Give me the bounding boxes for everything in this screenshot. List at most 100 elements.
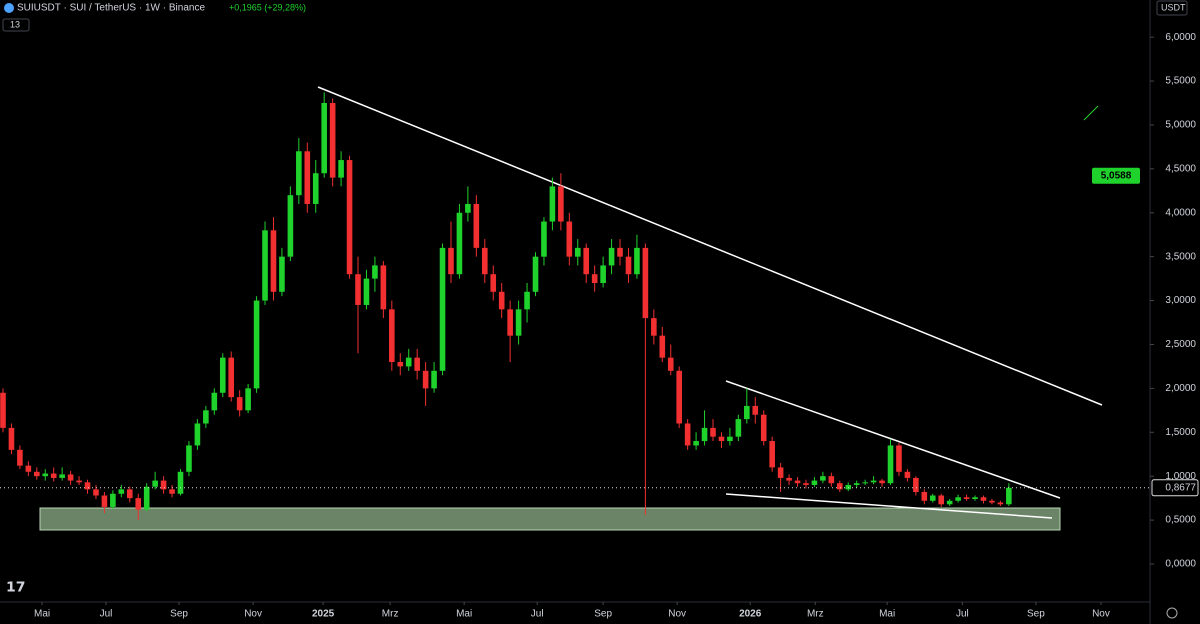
x-tick-label: Nov: [668, 609, 686, 620]
y-tick-label: 5,5000: [1165, 76, 1196, 87]
candle-body: [465, 203, 471, 213]
price-change: +0,1965 (+29,28%): [229, 2, 306, 12]
candle-body: [566, 221, 573, 257]
candle-body: [879, 480, 885, 484]
x-tick-label: Sep: [1027, 609, 1045, 620]
candle-body: [828, 476, 835, 484]
candle-body: [929, 495, 936, 501]
currency: USDT: [1161, 2, 1186, 12]
settings-icon[interactable]: [1166, 607, 1178, 619]
candle-body: [862, 482, 868, 484]
x-tick-label: 2026: [739, 609, 762, 620]
candle-body: [203, 410, 209, 424]
y-tick-label: 5,0000: [1165, 120, 1196, 131]
candle-body: [752, 405, 759, 415]
candle-body: [803, 483, 809, 485]
candle-body: [515, 309, 522, 336]
candle-body: [321, 102, 327, 174]
symbol-title: SUIUSDT · SUI / TetherUS · 1W · Binance: [17, 3, 205, 14]
candle-body: [253, 300, 260, 389]
candle-body: [50, 473, 57, 478]
candle-body: [287, 195, 294, 257]
candle-body: [507, 309, 513, 336]
indicator-toggle[interactable]: [2, 18, 30, 32]
candle-body: [346, 160, 353, 275]
candle-body: [355, 274, 361, 305]
candle-body: [980, 497, 987, 501]
target-pointer: [1083, 105, 1099, 121]
y-tick-label: 0,0000: [1165, 559, 1196, 570]
candle-body: [236, 397, 243, 411]
candle-body: [997, 502, 1004, 505]
x-tick-label: Sep: [594, 609, 612, 620]
x-tick-label: 2025: [312, 609, 335, 620]
candle-body: [17, 449, 23, 466]
candle-body: [608, 247, 615, 266]
candle-body: [25, 465, 32, 472]
target-label: 5,0588: [1101, 170, 1132, 181]
candle-body: [245, 388, 251, 411]
candle-body: [718, 436, 725, 442]
candle-body: [727, 436, 733, 442]
candle-body: [380, 265, 387, 310]
candle-body: [625, 256, 632, 275]
trend-line: [725, 493, 1053, 519]
candle-body: [634, 247, 640, 275]
logo: 𝟭𝟳: [6, 579, 25, 595]
x-tick-label: Mai: [456, 609, 472, 620]
candle-body: [110, 493, 116, 507]
candle-body: [329, 102, 336, 178]
candle-body: [820, 476, 826, 481]
candle-body: [186, 445, 192, 472]
candle-body: [262, 230, 268, 301]
candle-body: [600, 265, 606, 283]
candle-body: [397, 362, 404, 367]
support-zone: [39, 507, 1061, 531]
y-tick-label: 1,5000: [1165, 427, 1196, 438]
x-tick-label: Jul: [100, 609, 113, 620]
candle-body: [456, 212, 463, 275]
candle-body: [794, 480, 801, 484]
candle-body: [701, 427, 708, 442]
candle-body: [870, 480, 877, 483]
candle-body: [389, 309, 395, 363]
candle-body: [1006, 487, 1012, 505]
candle-body: [67, 474, 74, 481]
candle-body: [448, 247, 454, 275]
x-tick-label: Nov: [1092, 609, 1110, 620]
candle-body: [8, 427, 15, 450]
candle-body: [735, 419, 742, 437]
candle-body: [498, 291, 505, 310]
candle-body: [76, 480, 82, 483]
candle-body: [811, 480, 818, 485]
candle-body: [228, 357, 235, 398]
currency-box[interactable]: [1156, 0, 1188, 16]
y-tick-label: 2,0000: [1165, 383, 1196, 394]
trend-line: [317, 86, 1103, 406]
candle-body: [211, 392, 218, 411]
candle-body: [372, 265, 378, 279]
candle-body: [414, 357, 420, 371]
candle-body: [946, 500, 953, 505]
candle-body: [938, 495, 945, 505]
candle-body: [659, 335, 666, 358]
candle-body: [744, 405, 750, 420]
candle-body: [845, 484, 852, 490]
x-tick-label: Mai: [879, 609, 895, 620]
x-tick-label: Mrz: [382, 609, 399, 620]
candle-body: [777, 467, 784, 478]
candle-body: [558, 186, 564, 222]
candle-body: [710, 427, 716, 437]
candle-body: [42, 473, 49, 477]
candle-body: [955, 497, 961, 501]
last-price-label: 0,8677: [1165, 482, 1196, 493]
candle-body: [219, 357, 226, 393]
candle-body: [270, 230, 277, 292]
candle-body: [684, 423, 691, 446]
candle-body: [84, 482, 91, 490]
symbol-icon: [4, 3, 14, 13]
x-tick-label: Jul: [956, 609, 969, 620]
candle-body: [913, 477, 919, 492]
y-tick-label: 1,0000: [1165, 471, 1196, 482]
